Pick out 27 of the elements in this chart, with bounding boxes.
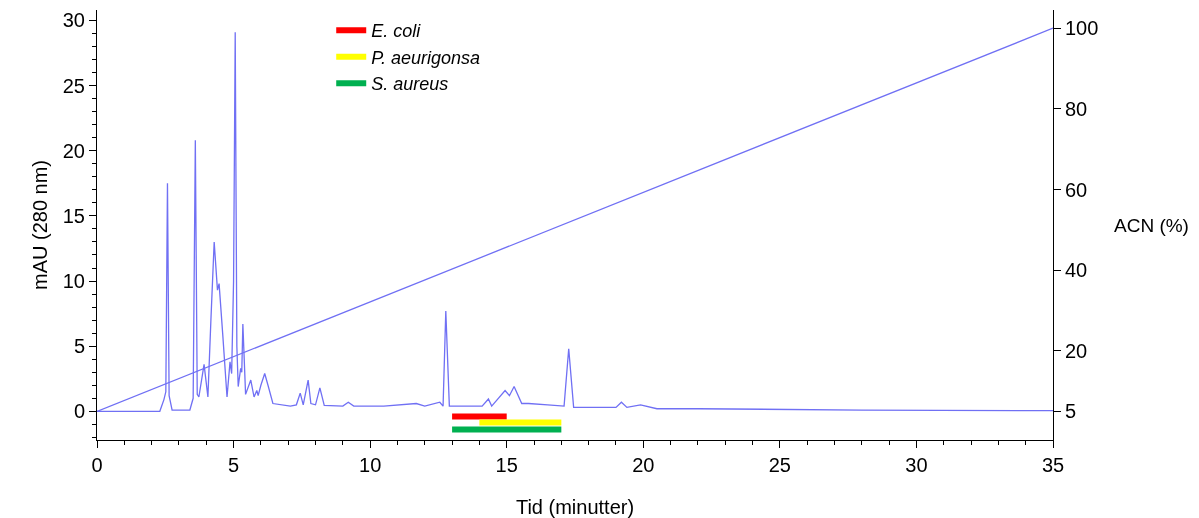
y-tick-label: 5 — [73, 335, 85, 358]
y-tick-label: 30 — [62, 9, 85, 32]
y2-tick-label: 20 — [1065, 339, 1088, 362]
y2-tick-label: 60 — [1065, 178, 1088, 201]
x-tick-label: 25 — [768, 454, 791, 476]
y-tick-label: 20 — [62, 139, 85, 162]
x-tick-label: 30 — [905, 454, 928, 476]
x-tick-label: 10 — [359, 454, 382, 476]
legend-label: E. coli — [371, 21, 422, 42]
y2-tick-label: 80 — [1065, 97, 1088, 120]
x-tick-label: 35 — [1041, 454, 1065, 476]
x-tick-label: 0 — [91, 454, 103, 476]
y-tick-label: 10 — [62, 270, 85, 293]
y2-tick-label: 100 — [1065, 17, 1099, 40]
y-tick-label: 15 — [62, 204, 85, 227]
legend-label: S. aureus — [371, 74, 449, 95]
y2-tick-label: 40 — [1065, 259, 1088, 282]
y2-axis-title: ACN (%) — [1114, 215, 1189, 236]
y-tick-label: 0 — [73, 400, 85, 423]
y-axis-title: mAU (280 nm) — [29, 159, 51, 291]
legend-label: P. aeurigonsa — [371, 47, 480, 68]
x-tick-label: 15 — [495, 454, 518, 476]
x-tick-label: 5 — [228, 454, 240, 476]
x-axis-title: Tid (minutter) — [515, 496, 635, 518]
x-tick-label: 20 — [632, 454, 655, 476]
y-tick-label: 25 — [62, 74, 85, 97]
y2-tick-label: 5 — [1065, 400, 1077, 423]
